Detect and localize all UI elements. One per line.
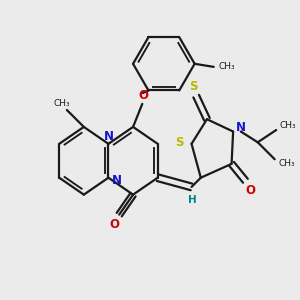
- Text: H: H: [188, 195, 197, 205]
- Text: CH₃: CH₃: [53, 99, 70, 108]
- Text: O: O: [110, 218, 120, 231]
- Text: S: S: [189, 80, 197, 93]
- Text: CH₃: CH₃: [280, 121, 296, 130]
- Text: N: N: [112, 174, 122, 187]
- Text: O: O: [139, 89, 149, 102]
- Text: N: N: [236, 121, 246, 134]
- Text: CH₃: CH₃: [278, 159, 295, 168]
- Text: CH₃: CH₃: [218, 62, 235, 71]
- Text: N: N: [104, 130, 114, 142]
- Text: S: S: [176, 136, 184, 149]
- Text: O: O: [245, 184, 255, 196]
